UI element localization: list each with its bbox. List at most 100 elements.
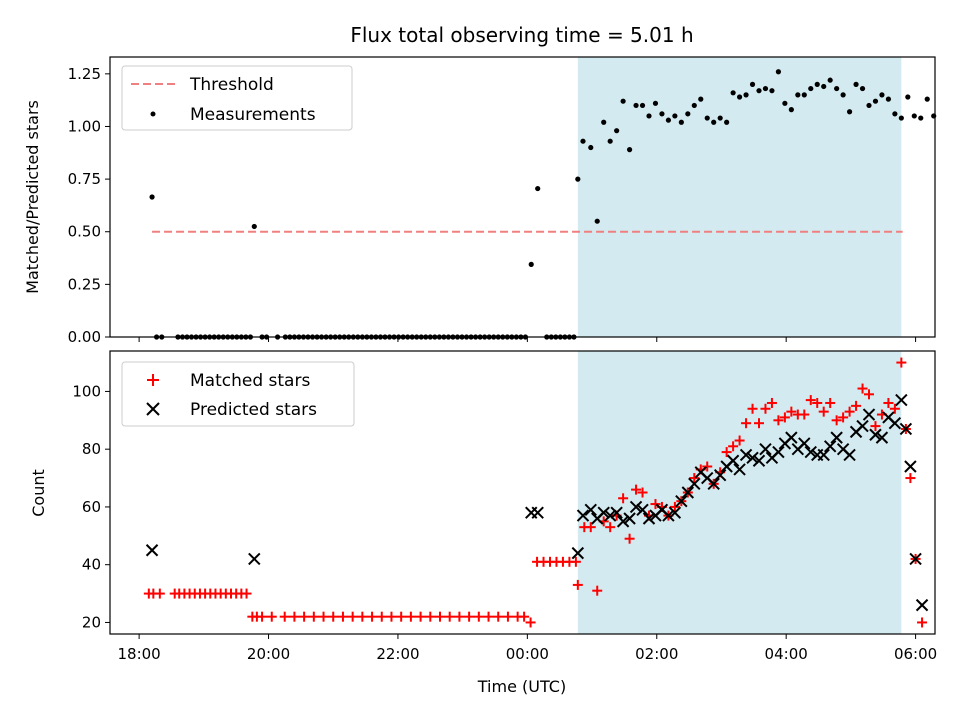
bottom-y-tick-label: 100 <box>72 382 101 400</box>
predicted-star-point <box>875 431 889 444</box>
predicted-star-point <box>145 544 159 557</box>
top-y-tick-label: 0.25 <box>68 275 101 293</box>
matched-star-point <box>572 579 583 590</box>
predicted-star-point <box>681 486 695 499</box>
measurement-point <box>639 102 646 109</box>
matched-star-point <box>870 421 881 432</box>
bottom-panel: 20 40 60 80 100 18:00 20:00 22:00 00:00 02:00 04:… <box>29 350 937 696</box>
predicted-star-point <box>623 512 636 525</box>
predicted-star-point <box>636 503 649 517</box>
matched-star-point <box>754 418 764 429</box>
predicted-star-point <box>862 408 876 421</box>
top-panel: 0.00 0.25 0.50 0.75 1.00 1.25 Matched/Predict… <box>23 56 937 346</box>
matched-star-point <box>257 611 268 622</box>
matched-star-point <box>396 611 407 622</box>
matched-star-point <box>154 588 165 599</box>
measurement-point <box>711 119 717 125</box>
matched-star-point <box>519 611 530 622</box>
predicted-star-point <box>904 460 917 473</box>
matched-star-point <box>760 403 771 414</box>
measurement-point <box>704 115 710 121</box>
measurement-point <box>918 115 924 121</box>
x-tick-label: 06:00 <box>894 645 937 663</box>
top-y-tick-label: 0.00 <box>68 328 101 346</box>
x-tick-label: 18:00 <box>118 645 161 663</box>
top-y-axis-ticks: 0.00 0.25 0.50 0.75 1.00 1.25 <box>68 65 110 346</box>
measurement-point <box>575 176 581 182</box>
predicted-star-point <box>707 477 720 491</box>
predicted-star-point <box>759 442 772 456</box>
predicted-star-point <box>629 500 643 514</box>
measurement-point <box>601 119 607 125</box>
matched-star-point <box>525 617 536 628</box>
measurement-point <box>614 128 620 134</box>
matched-star-point <box>786 406 797 417</box>
matched-star-point <box>386 611 397 622</box>
matched-star-point <box>337 611 348 622</box>
matched-star-point <box>328 611 339 622</box>
measurement-point <box>885 96 892 102</box>
measurement-point <box>775 69 782 75</box>
measurement-point <box>788 107 794 113</box>
matched-star-point <box>241 588 252 599</box>
matched-star-point <box>435 611 445 622</box>
measurement-point <box>620 98 626 104</box>
x-tick-label: 00:00 <box>506 645 549 663</box>
top-y-tick-label: 1.25 <box>68 65 101 83</box>
measurement-point <box>685 111 691 117</box>
measurement-point <box>769 88 775 94</box>
predicted-star-point <box>733 463 746 476</box>
predicted-star-point <box>616 515 630 528</box>
top-x-axis-ticks <box>138 337 917 342</box>
measurement-point <box>808 85 814 92</box>
matched-star-point <box>728 441 739 452</box>
matched-star-point <box>624 533 635 544</box>
measurement-point <box>652 100 659 106</box>
x-tick-label: 22:00 <box>376 645 419 663</box>
measurement-point <box>801 92 807 98</box>
matched-star-point <box>357 611 368 622</box>
measurement-point <box>730 90 736 96</box>
measurement-point <box>251 223 257 230</box>
matched-star-point <box>585 522 596 533</box>
measurement-point <box>588 144 594 151</box>
measurement-point <box>892 111 898 117</box>
matched-star-point <box>825 397 836 408</box>
matched-star-point <box>299 611 310 622</box>
bottom-y-axis-label: Count <box>29 469 48 517</box>
measurement-point <box>580 138 586 144</box>
measurement-point <box>821 83 827 90</box>
predicted-star-point <box>843 448 856 462</box>
predicted-star-point <box>804 445 817 459</box>
legend-threshold-label: Threshold <box>189 75 274 95</box>
predicted-star-point <box>248 552 261 566</box>
x-tick-label: 20:00 <box>247 645 290 663</box>
matched-star-point <box>883 397 894 408</box>
matched-star-point <box>917 617 928 628</box>
top-legend-frame <box>121 65 353 131</box>
predicted-star-point <box>739 448 753 462</box>
measurement-point <box>879 92 885 98</box>
matched-star-point <box>721 447 732 458</box>
chart-title: Flux total observing time = 5.01 h <box>350 23 693 47</box>
matched-star-point <box>799 409 810 420</box>
matched-star-point <box>631 484 642 495</box>
predicted-star-point <box>584 503 597 517</box>
measurement-point <box>698 96 704 102</box>
matched-star-point <box>812 397 823 408</box>
predicted-star-point <box>576 509 590 522</box>
bottom-y-tick-label: 40 <box>82 556 101 574</box>
measurement-point <box>756 88 762 94</box>
measurement-point <box>911 113 917 119</box>
measurement-point <box>827 77 833 83</box>
measurement-point <box>149 194 155 200</box>
predicted-star-point <box>915 598 929 612</box>
bottom-y-axis-ticks: 20 40 60 80 100 <box>72 382 110 631</box>
predicted-star-point <box>675 494 688 508</box>
measurement-point <box>626 147 633 153</box>
matched-star-point <box>637 487 648 498</box>
matched-star-point <box>851 400 862 411</box>
measurement-point <box>840 92 846 98</box>
bottom-y-tick-label: 60 <box>82 498 101 516</box>
